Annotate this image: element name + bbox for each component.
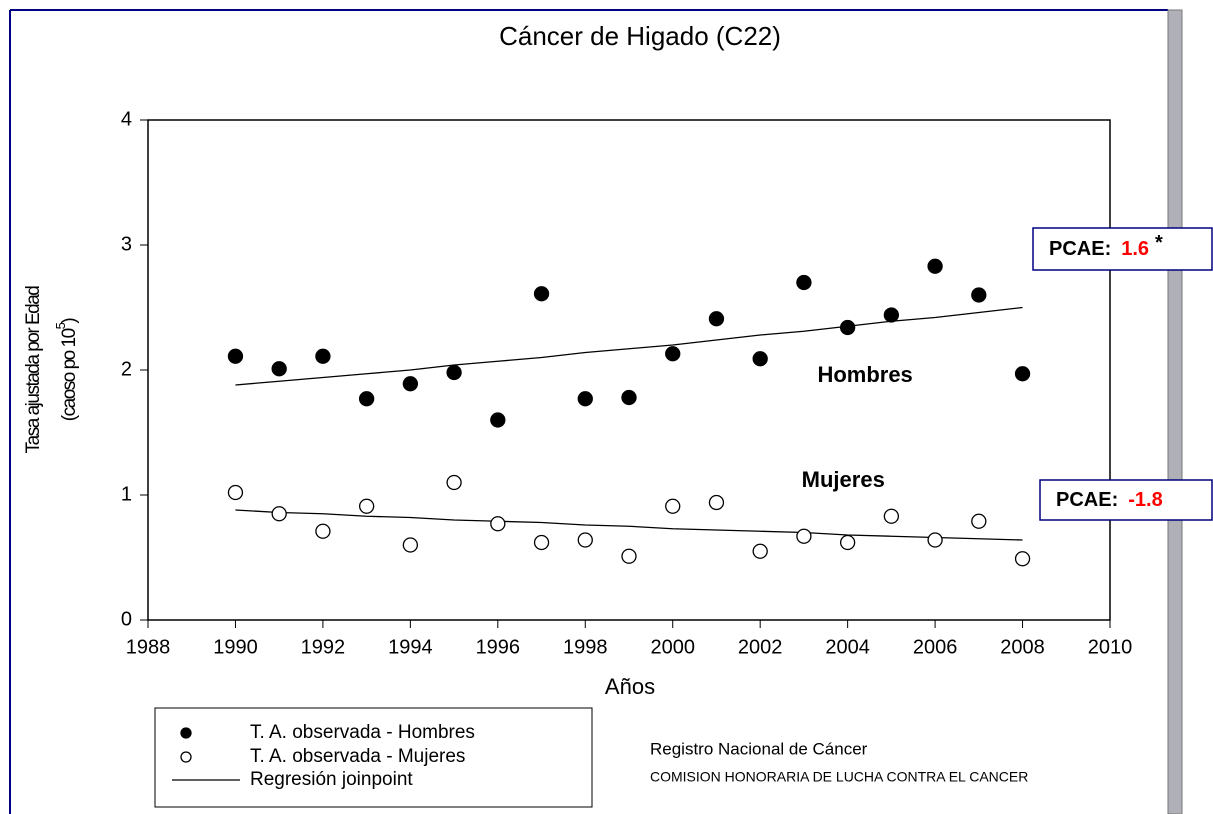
point	[927, 532, 943, 548]
point	[533, 534, 550, 551]
y-tick-label: 0	[121, 608, 132, 630]
x-tick-label: 2002	[738, 636, 783, 658]
point	[883, 307, 900, 323]
x-tick-label: 1996	[476, 636, 521, 658]
point	[402, 537, 419, 553]
side-ruler	[1167, 9, 1183, 814]
pcae-significance: *	[1155, 232, 1163, 254]
point	[752, 543, 768, 559]
pcae-text: PCAE: 1.6 *	[1049, 232, 1163, 260]
point	[621, 548, 637, 564]
point	[1014, 551, 1031, 567]
pcae-value: 1.6	[1121, 238, 1149, 260]
footer-line: COMISION HONORARIA DE LUCHA CONTRA EL CA…	[650, 769, 1028, 785]
point	[577, 532, 593, 548]
annotation: Mujeres	[802, 467, 885, 492]
point	[971, 513, 987, 529]
x-tick-label: 1990	[213, 636, 258, 658]
point	[315, 348, 331, 364]
x-tick-label: 2006	[913, 636, 958, 658]
regression-line	[235, 509, 1023, 541]
legend-marker	[180, 727, 192, 739]
point	[315, 523, 331, 539]
point	[1014, 366, 1031, 382]
point	[358, 391, 375, 407]
point	[271, 506, 287, 522]
point	[490, 516, 506, 532]
point	[577, 391, 593, 407]
annotation: Hombres	[817, 362, 912, 387]
pcae-value: -1.8	[1128, 489, 1162, 511]
x-tick-label: 2004	[825, 636, 870, 658]
pcae-box	[1032, 227, 1213, 271]
x-tick-label: 1988	[126, 636, 171, 658]
x-tick-label: 2010	[1088, 636, 1133, 658]
point	[752, 351, 768, 367]
x-tick-label: 1998	[563, 636, 608, 658]
point	[883, 508, 900, 524]
point	[446, 474, 462, 491]
pcae-label: PCAE:	[1056, 489, 1118, 511]
point	[971, 287, 987, 303]
point	[227, 348, 244, 364]
legend-marker	[180, 751, 192, 763]
x-tick-label: 1994	[388, 636, 433, 658]
point	[796, 274, 812, 291]
y-axis-unit-sup: 5	[53, 322, 68, 329]
legend	[154, 707, 593, 808]
y-tick-label: 3	[121, 233, 132, 255]
point	[446, 364, 462, 381]
point	[271, 361, 287, 377]
point	[796, 528, 812, 544]
y-axis-unit: (caoso po 10	[59, 328, 80, 421]
y-axis-label-2: (caoso po 105)	[53, 318, 80, 422]
point	[665, 346, 681, 362]
x-tick-label: 1992	[301, 636, 346, 658]
x-tick-label: 2008	[1000, 636, 1045, 658]
y-axis-label: Tasa ajustada por Edad	[23, 286, 44, 454]
legend-label: T. A. observada - Hombres	[250, 722, 475, 743]
plot-frame	[147, 119, 1111, 621]
y-tick-label: 4	[121, 108, 132, 130]
footer-line: Registro Nacional de Cáncer	[650, 739, 868, 758]
y-tick-label: 2	[121, 358, 132, 380]
point	[227, 484, 244, 501]
point	[927, 258, 943, 274]
legend-label: Regresión joinpoint	[250, 769, 413, 790]
point	[621, 389, 637, 406]
point	[402, 376, 419, 392]
pcae-box	[1039, 479, 1213, 521]
pcae-text: PCAE: -1.8	[1056, 489, 1163, 511]
point	[708, 494, 725, 511]
y-axis-unit-end: )	[59, 318, 80, 324]
pcae-label: PCAE:	[1049, 238, 1111, 260]
point	[665, 498, 681, 514]
legend-label: T. A. observada - Mujeres	[250, 746, 465, 767]
x-axis-label: Años	[605, 674, 655, 699]
point	[358, 498, 375, 514]
y-tick-label: 1	[121, 483, 132, 505]
point	[839, 319, 856, 336]
point	[708, 311, 725, 327]
point	[839, 534, 856, 551]
point	[490, 412, 506, 428]
chart-title: Cáncer de Higado (C22)	[499, 21, 781, 51]
x-tick-label: 2000	[650, 636, 695, 658]
point	[533, 286, 550, 302]
